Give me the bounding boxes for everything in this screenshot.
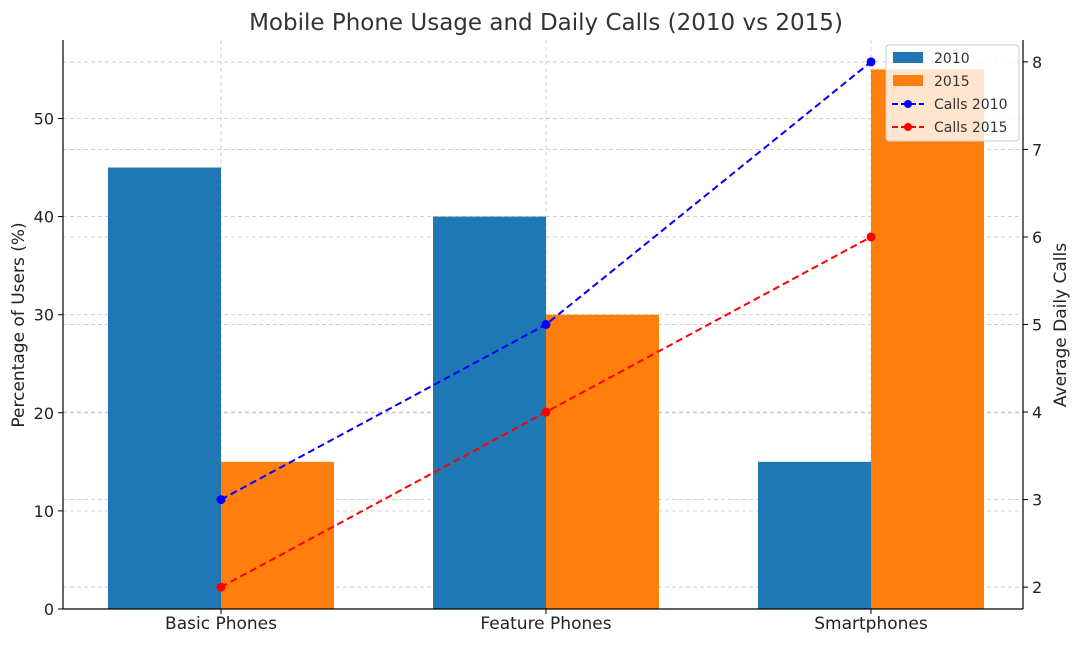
point-calls-2015	[866, 232, 876, 242]
right-tick-label: 4	[1032, 403, 1042, 422]
legend-label: 2010	[934, 51, 970, 67]
bar-2010-feature-phones	[433, 216, 546, 609]
legend-label: 2015	[934, 74, 970, 90]
x-tick-label: Basic Phones	[165, 614, 277, 634]
legend-box	[885, 44, 1020, 142]
legend-marker-calls-2015	[904, 123, 912, 131]
call-lines	[216, 57, 876, 592]
right-axis-label: Average Daily Calls	[1051, 243, 1071, 407]
right-tick-label: 8	[1032, 53, 1042, 72]
left-axis-label: Percentage of Users (%)	[9, 222, 29, 427]
legend-marker-calls-2010	[904, 100, 912, 108]
point-calls-2010	[866, 57, 876, 67]
right-tick-label: 3	[1032, 491, 1042, 510]
point-calls-2010	[216, 495, 226, 505]
legend-label: Calls 2015	[934, 120, 1008, 136]
left-tick-label: 30	[34, 306, 54, 325]
right-tick-label: 7	[1032, 140, 1042, 159]
left-tick-label: 10	[34, 502, 54, 521]
bars	[108, 69, 984, 610]
legend-swatch-2015	[893, 75, 923, 86]
x-tick-label: Smartphones	[814, 614, 928, 634]
point-calls-2010	[541, 320, 551, 329]
left-tick-label: 0	[44, 600, 54, 619]
x-tick-label: Feature Phones	[480, 614, 611, 634]
right-tick-label: 5	[1032, 316, 1042, 335]
bar-2015-basic-phones	[221, 461, 334, 609]
point-calls-2015	[541, 407, 551, 417]
right-tick-label: 2	[1032, 578, 1042, 597]
bar-2015-feature-phones	[546, 314, 659, 609]
legend: 2010 2015 Calls 2010 Calls 2015	[885, 44, 1020, 142]
chart-title: Mobile Phone Usage and Daily Calls (2010…	[249, 10, 843, 36]
left-tick-label: 40	[34, 208, 54, 227]
right-tick-label: 6	[1032, 228, 1042, 247]
bar-2015-smartphones	[871, 69, 984, 610]
legend-swatch-2010	[893, 52, 923, 63]
left-tick-label: 20	[34, 404, 54, 423]
bar-2010-smartphones	[758, 461, 871, 609]
bar-2010-basic-phones	[108, 167, 221, 609]
point-calls-2015	[216, 582, 226, 592]
legend-label: Calls 2010	[934, 97, 1008, 113]
axes: 0 10 20 30 40 50 2 3 4 5 6 7 8 Basic Phones Feature Ph…	[34, 40, 1042, 634]
left-tick-label: 50	[34, 109, 54, 128]
